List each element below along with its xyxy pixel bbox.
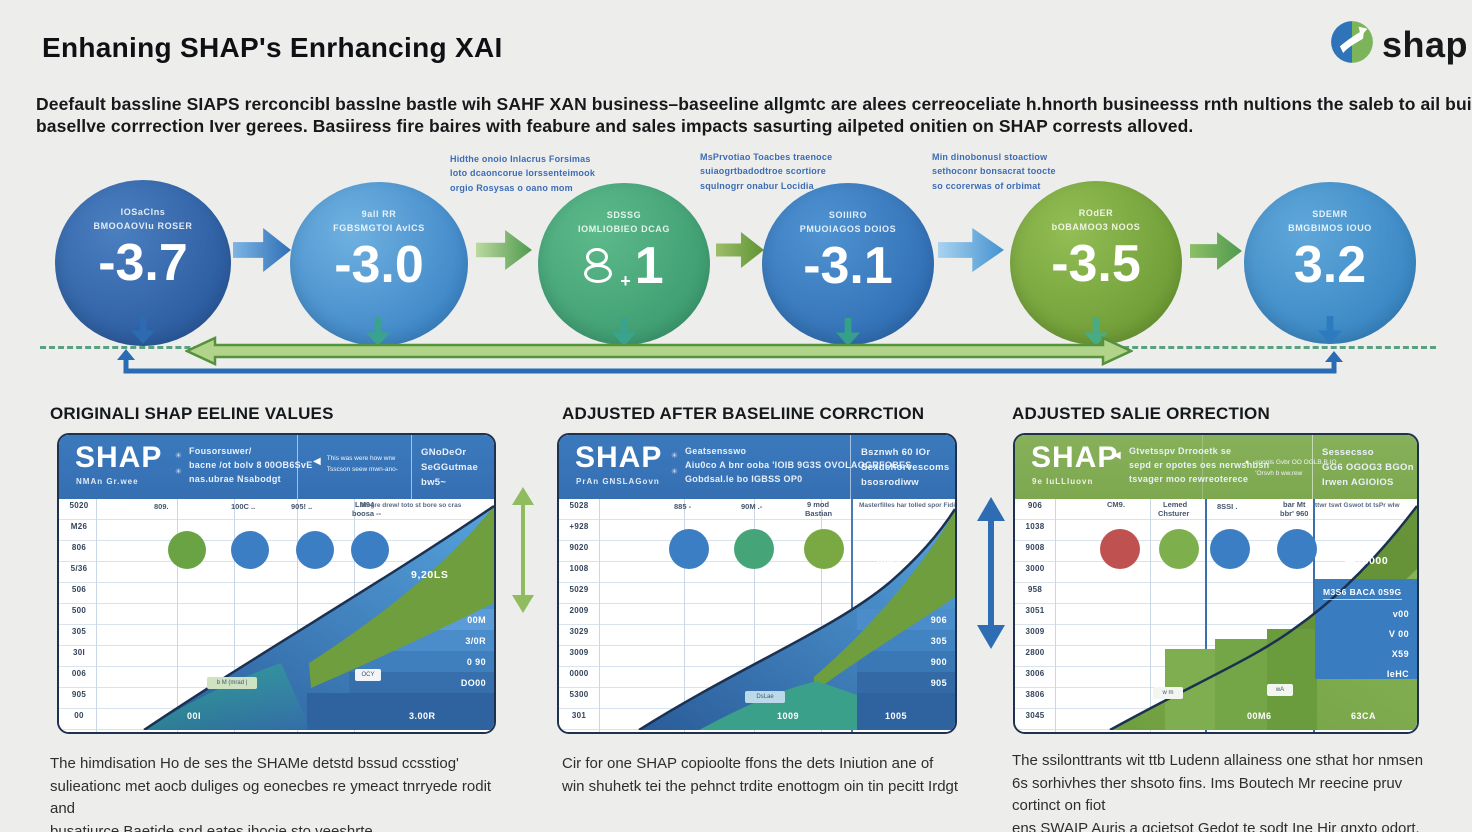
feedback-arrow-blue: [117, 349, 1343, 374]
band-value: 906: [930, 615, 947, 625]
flow-annotation-1: Hidthe onoio Inlacrus Forsimas loto dcaon…: [450, 154, 596, 193]
flow-arrow-icon: [233, 228, 291, 272]
flow-circle-3: SDSSG IOMLIOBIEO DCAG +1: [538, 183, 710, 345]
panel-1-header: SHAP NMAn Gr.wee Fousorsuwer/ bacne /ot …: [59, 435, 494, 499]
people-icon: [584, 246, 618, 286]
band-value: v00: [1392, 609, 1409, 619]
panel-3-header: SHAP 9e IuLLIuovn Gtvetsspv Drrooetk se …: [1015, 435, 1417, 499]
flow-arrow-icon: [938, 228, 1004, 272]
flow-circle-3-value: +1: [584, 240, 664, 292]
sparkle-icon: [175, 461, 182, 479]
dot-green: [1159, 529, 1199, 569]
sparkle-icon: [671, 461, 678, 479]
area-value: —, 9065: [859, 557, 903, 569]
panel-3-chart: 906 1038 9008 3000 958 3051 3009 2800 30…: [1015, 499, 1417, 732]
panel-sale-corrected: SHAP 9e IuLLIuovn Gtvetsspv Drrooetk se …: [1013, 433, 1419, 734]
shap-logo-icon: [1330, 20, 1374, 69]
flow-arrow-icon: [716, 232, 764, 268]
panel-3-header-note: soonls Gvbr OO OGLB.B.IO'Orsvh b ww.rew: [1245, 457, 1336, 479]
dot-olive: [804, 529, 844, 569]
caption-3: The ssilonttrants wit ttb Ludenn allaine…: [1012, 752, 1424, 832]
flow-arrow-icon: [476, 230, 532, 270]
area-value: 9,20LS: [411, 569, 449, 581]
chart-note: ttwr tswt Gswot bt tsPr wlw: [1315, 502, 1400, 509]
flow-circle-6-value: 3.2: [1293, 236, 1367, 294]
panel-brand: SHAP: [1031, 441, 1119, 474]
feedback-arrow-green: [185, 336, 1133, 366]
flow-arrow-icon: [1190, 232, 1242, 270]
panel-3-title: ADJUSTED SALIE ORRECTION: [1012, 404, 1270, 423]
flow-circle-4-value: -3.1: [803, 237, 893, 295]
intro-line-1: Deefault bassline SIAPS rerconcibl bassl…: [36, 94, 1472, 114]
bottom-value: 1009: [777, 711, 800, 721]
chart-badge: DsLae: [745, 691, 785, 703]
shap-logo-text: shap: [1382, 23, 1469, 65]
chart-badge: w m: [1153, 687, 1183, 699]
panel-2-header: SHAP PrAn GNSLAGovn Geatsensswo Aiu0co A…: [559, 435, 955, 499]
dot-blue: [669, 529, 709, 569]
panel-1-chart: 5020 M26 806 5/36 506 500 305 30I 006 90…: [59, 499, 494, 732]
panel-2-title: ADJUSTED AFTER BASELIINE CORRCTION: [562, 404, 925, 423]
area-chart: [638, 508, 955, 730]
left-triangle-icon: [1113, 445, 1121, 463]
flow-circle-1-label: IOSaCIns: [120, 207, 166, 217]
panel-baseline-corrected: SHAP PrAn GNSLAGovn Geatsensswo Aiu0co A…: [557, 433, 957, 734]
flow-annotation-3: Min dinobonusl stoactiow sethoconr bonsac…: [932, 152, 1056, 191]
row-label: 906: [1027, 501, 1043, 510]
column-header: 885 -: [674, 502, 692, 511]
page-title: Enhaning SHAP's Enrhancing XAI: [42, 32, 503, 63]
chart-note: Masterfilles har tolled spor Fidin: [859, 502, 957, 509]
chart-badge: b M (mrad |: [207, 677, 257, 689]
flow-annotation-2: MsPrvotiao Toacbes traenoce suiaogrtbadod…: [700, 152, 833, 191]
flow-circle-2-value: -3.0: [334, 236, 424, 294]
box-title: M3S6 BACA 0S9G: [1323, 587, 1402, 600]
vertical-compare-arrow-green: [512, 487, 534, 613]
panel-2-chart: 5028 +928 9020 1008 5029 2009 3029 3009 …: [559, 499, 955, 732]
dot-blue: [1277, 529, 1317, 569]
bottom-value: 00I: [187, 711, 202, 721]
flow-circle-1-value: -3.7: [98, 234, 188, 292]
flow-circle-2-label: 9all RR: [361, 209, 397, 219]
bottom-value: 00M6: [1247, 711, 1272, 721]
panel-original-shap: SHAP NMAn Gr.wee Fousorsuwer/ bacne /ot …: [57, 433, 496, 734]
vertical-compare-arrow-blue: [977, 497, 1005, 649]
dot-blue: [231, 531, 269, 569]
band-value: 00M: [467, 615, 486, 625]
caption-1: The himdisation Ho de ses the SHAMe dets…: [50, 755, 492, 832]
flow-circle-6-label: SDEMR: [1312, 209, 1348, 219]
column-header: 809.: [154, 502, 169, 511]
dot-blue: [296, 531, 334, 569]
shap-logo: shap: [1330, 20, 1468, 69]
dot-teal: [734, 529, 774, 569]
dot-blue: [1210, 529, 1250, 569]
panel-brand: SHAP: [75, 441, 163, 474]
row-label: 5028: [569, 501, 589, 510]
flow-circle-5: ROdER bOBAMOO3 NOOS -3.5: [1010, 181, 1182, 345]
left-triangle-icon: [313, 453, 321, 475]
flow-circle-3-label: SDSSG: [606, 210, 642, 220]
column-header: CM9.: [1107, 500, 1125, 509]
row-label: 5020: [69, 501, 89, 510]
area-value: —76000: [1345, 555, 1389, 567]
area-chart: [143, 504, 494, 730]
intro-line-2: basellve corrrection Iver gerees. Basiir…: [36, 116, 1194, 136]
dot-green: [168, 531, 206, 569]
area-chart: [1109, 505, 1417, 730]
dot-blue: [351, 531, 389, 569]
flow-circle-5-label: ROdER: [1078, 208, 1114, 218]
dot-red: [1100, 529, 1140, 569]
panel-brand: SHAP: [575, 441, 663, 474]
chart-note: Mogre drew/ toto st bore so cras: [361, 502, 462, 509]
flow-circle-4-label: SOIIIRO: [828, 210, 868, 220]
flow-circle-5-value: -3.5: [1051, 235, 1141, 293]
caption-2: Cir for one SHAP copioolte ffons the det…: [562, 755, 959, 795]
panel-1-title: ORIGINALI SHAP EELINE VALUES: [50, 404, 334, 423]
dot-icon: [1245, 457, 1249, 479]
